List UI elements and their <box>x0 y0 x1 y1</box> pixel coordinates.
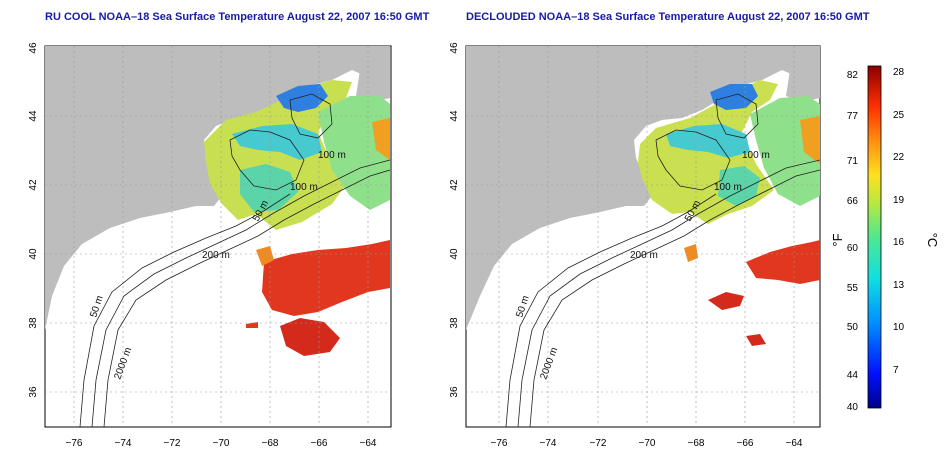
left-x-ticks: −76 −74 −72 −70 −68 −66 −64 <box>66 438 377 449</box>
colorbar-f-ticks: 82 77 71 66 60 55 50 44 40 <box>847 70 859 413</box>
colorbar-gradient <box>867 65 882 409</box>
right-lat-tick: 38 <box>449 317 460 329</box>
left-contours <box>79 93 391 427</box>
left-graticule <box>45 46 391 427</box>
left-land-ns <box>356 54 390 102</box>
left-sst-warm-3 <box>256 246 274 266</box>
left-lat-tick: 40 <box>28 248 39 260</box>
colorbar-c-ticks: 28 25 22 19 16 13 10 7 <box>893 67 905 376</box>
right-map-title: DECLOUDED NOAA–18 Sea Surface Temperatur… <box>466 11 870 23</box>
right-map: 200 m 100 m 100 m 50 m 50 m 2000 m −76 −… <box>449 42 821 449</box>
colorbar-f-tick: 60 <box>847 243 859 254</box>
right-lon-tick: −72 <box>590 438 607 449</box>
right-lat-tick: 36 <box>449 386 460 398</box>
colorbar-c-tick: 28 <box>893 67 905 78</box>
colorbar-f-tick: 44 <box>847 370 859 381</box>
left-lon-tick: −68 <box>262 438 279 449</box>
left-label-100m-a: 100 m <box>318 150 346 161</box>
right-land <box>466 46 820 330</box>
right-sst-cool-bank <box>718 166 760 206</box>
right-lon-tick: −66 <box>737 438 754 449</box>
colorbar-c-tick: 13 <box>893 280 905 291</box>
left-lat-tick: 38 <box>28 317 39 329</box>
colorbar-f-tick: 71 <box>847 156 859 167</box>
colorbar: 82 77 71 66 60 55 50 44 40 28 25 22 19 1… <box>830 65 940 413</box>
left-y-ticks: 36 38 40 42 44 46 <box>28 42 39 398</box>
left-lat-tick: 44 <box>28 110 39 122</box>
left-lon-tick: −76 <box>66 438 83 449</box>
right-label-200m: 200 m <box>630 250 658 261</box>
colorbar-c-tick: 10 <box>893 322 905 333</box>
right-sst-warm-4 <box>684 244 698 262</box>
left-sst-warm-1 <box>262 240 390 316</box>
colorbar-f-tick: 40 <box>847 402 859 413</box>
left-lon-tick: −64 <box>360 438 377 449</box>
right-land-ns <box>786 54 820 102</box>
left-lat-tick: 46 <box>28 42 39 54</box>
left-sst-cool-bank <box>240 164 298 212</box>
right-graticule <box>466 46 820 427</box>
left-sst-warm-2 <box>280 318 340 356</box>
left-sst-shelf-ne <box>318 96 390 210</box>
left-label-100m-b: 100 m <box>290 182 318 193</box>
left-lon-tick: −74 <box>115 438 132 449</box>
colorbar-f-tick: 77 <box>847 111 859 122</box>
left-sst-cold-bay <box>276 84 328 112</box>
right-lat-tick: 40 <box>449 248 460 260</box>
left-lon-tick: −66 <box>311 438 328 449</box>
colorbar-c-tick: 16 <box>893 237 905 248</box>
left-label-200m: 200 m <box>202 250 230 261</box>
right-label-100m-b: 100 m <box>714 182 742 193</box>
colorbar-f-label: °F <box>830 233 845 246</box>
colorbar-f-tick: 66 <box>847 196 859 207</box>
right-label-100m-a: 100 m <box>742 150 770 161</box>
colorbar-f-tick: 82 <box>847 70 859 81</box>
left-sst-warm-east <box>372 118 390 160</box>
right-sst-warm-east <box>800 116 820 164</box>
left-lon-tick: −70 <box>213 438 230 449</box>
right-lon-tick: −68 <box>688 438 705 449</box>
left-map: 200 m 100 m 100 m 50 m 50 m 2000 m −76 −… <box>28 42 392 449</box>
colorbar-f-tick: 55 <box>847 283 859 294</box>
colorbar-c-label: °C <box>925 233 940 248</box>
right-lon-tick: −64 <box>786 438 803 449</box>
left-lon-tick: −72 <box>164 438 181 449</box>
right-x-ticks: −76 −74 −72 −70 −68 −66 −64 <box>491 438 803 449</box>
right-sst-cold-bay <box>710 84 758 110</box>
right-lat-tick: 46 <box>449 42 460 54</box>
right-lon-tick: −70 <box>639 438 656 449</box>
right-sst-warm-3 <box>746 334 766 346</box>
right-sst-cool-coast <box>666 124 750 158</box>
colorbar-c-tick: 25 <box>893 110 905 121</box>
colorbar-c-tick: 19 <box>893 195 905 206</box>
right-contours <box>505 93 820 427</box>
left-sst-warm-4 <box>246 322 258 328</box>
left-map-title: RU COOL NOAA–18 Sea Surface Temperature … <box>45 11 430 23</box>
left-lat-tick: 42 <box>28 179 39 191</box>
right-lon-tick: −74 <box>540 438 557 449</box>
right-lon-tick: −76 <box>491 438 508 449</box>
right-sst-warm-1 <box>746 240 820 284</box>
right-sst-warm-2 <box>708 292 744 310</box>
colorbar-c-tick: 22 <box>893 152 905 163</box>
right-y-ticks: 36 38 40 42 44 46 <box>449 42 460 398</box>
colorbar-f-tick: 50 <box>847 322 859 333</box>
left-lat-tick: 36 <box>28 386 39 398</box>
right-lat-tick: 42 <box>449 179 460 191</box>
right-lat-tick: 44 <box>449 110 460 122</box>
colorbar-c-tick: 7 <box>893 365 899 376</box>
